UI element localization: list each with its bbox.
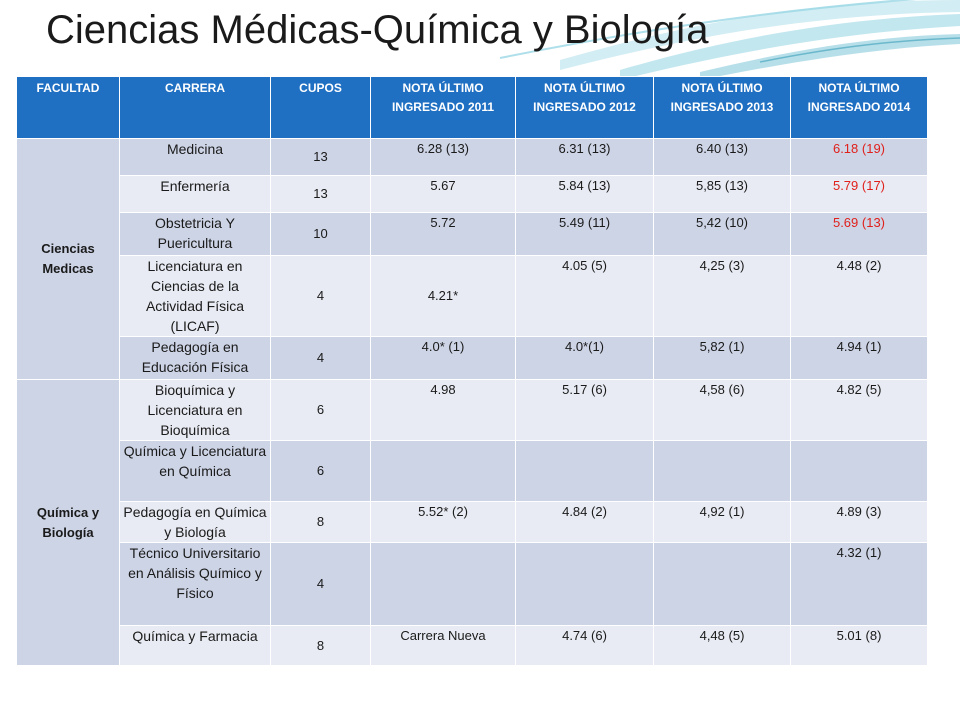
nota-2014-cell: 4.89 (3) xyxy=(790,501,928,543)
nota-2014-cell: 4.32 (1) xyxy=(790,542,928,626)
nota-2014-cell: 5.79 (17) xyxy=(790,175,928,213)
nota-2011-cell: 4.98 xyxy=(370,379,516,441)
header-nota-2012: NOTA ÚLTIMO INGRESADO 2012 xyxy=(515,76,654,139)
nota-2011-cell: 5.67 xyxy=(370,175,516,213)
nota-2013-cell: 4,25 (3) xyxy=(653,255,791,337)
table-row: Licenciatura en Ciencias de la Actividad… xyxy=(17,255,928,337)
nota-2014-cell: 5.01 (8) xyxy=(790,625,928,666)
nota-2011-cell: 5.52* (2) xyxy=(370,501,516,543)
cupos-cell: 4 xyxy=(270,255,371,337)
carrera-cell: Bioquímica y Licenciatura en Bioquímica xyxy=(119,379,271,441)
nota-2013-cell: 5,82 (1) xyxy=(653,336,791,380)
nota-2012-cell xyxy=(515,542,654,626)
carrera-cell: Obstetricia Y Puericultura xyxy=(119,212,271,256)
nota-2014-cell: 4.48 (2) xyxy=(790,255,928,337)
cupos-cell: 6 xyxy=(270,379,371,441)
nota-2014-cell: 4.82 (5) xyxy=(790,379,928,441)
table-row: Química y Farmacia 8 Carrera Nueva 4.74 … xyxy=(17,625,928,666)
nota-2013-cell: 6.40 (13) xyxy=(653,138,791,176)
nota-2014-cell: 6.18 (19) xyxy=(790,138,928,176)
cupos-cell: 6 xyxy=(270,440,371,502)
nota-2013-cell: 5,42 (10) xyxy=(653,212,791,256)
nota-2011-cell: 5.72 xyxy=(370,212,516,256)
carrera-cell: Pedagogía en Educación Física xyxy=(119,336,271,380)
nota-2013-cell: 5,85 (13) xyxy=(653,175,791,213)
header-nota-2013: NOTA ÚLTIMO INGRESADO 2013 xyxy=(653,76,791,139)
nota-2013-cell xyxy=(653,542,791,626)
cupos-cell: 8 xyxy=(270,625,371,666)
header-cupos: CUPOS xyxy=(270,76,371,139)
cupos-cell: 4 xyxy=(270,336,371,380)
nota-2012-cell xyxy=(515,440,654,502)
cupos-cell: 10 xyxy=(270,212,371,256)
table-row: Enfermería 13 5.67 5.84 (13) 5,85 (13) 5… xyxy=(17,175,928,213)
nota-2012-cell: 5.17 (6) xyxy=(515,379,654,441)
faculty-cell: Ciencias Medicas xyxy=(16,138,120,380)
header-nota-2011: NOTA ÚLTIMO INGRESADO 2011 xyxy=(370,76,516,139)
nota-2011-cell: 6.28 (13) xyxy=(370,138,516,176)
carrera-cell: Medicina xyxy=(119,138,271,176)
table-row: Pedagogía en Química y Biología 8 5.52* … xyxy=(17,501,928,543)
nota-2011-cell xyxy=(370,542,516,626)
nota-2014-cell: 5.69 (13) xyxy=(790,212,928,256)
nota-2013-cell: 4,48 (5) xyxy=(653,625,791,666)
cupos-cell: 13 xyxy=(270,138,371,176)
nota-2013-cell xyxy=(653,440,791,502)
nota-2011-cell: 4.21* xyxy=(370,255,516,337)
nota-2012-cell: 4.74 (6) xyxy=(515,625,654,666)
nota-2011-cell: 4.0* (1) xyxy=(370,336,516,380)
nota-2012-cell: 5.84 (13) xyxy=(515,175,654,213)
nota-2013-cell: 4,58 (6) xyxy=(653,379,791,441)
faculty-cell: Química y Biología xyxy=(16,379,120,666)
admission-table: FACULTAD CARRERA CUPOS NOTA ÚLTIMO INGRE… xyxy=(16,76,928,666)
cupos-cell: 13 xyxy=(270,175,371,213)
table-row: Química y Licenciatura en Química 6 xyxy=(17,440,928,502)
header-carrera: CARRERA xyxy=(119,76,271,139)
carrera-cell: Enfermería xyxy=(119,175,271,213)
header-nota-2014: NOTA ÚLTIMO INGRESADO 2014 xyxy=(790,76,928,139)
header-facultad: FACULTAD xyxy=(16,76,120,139)
nota-2011-cell xyxy=(370,440,516,502)
nota-2012-cell: 4.84 (2) xyxy=(515,501,654,543)
carrera-cell: Pedagogía en Química y Biología xyxy=(119,501,271,543)
nota-2013-cell: 4,92 (1) xyxy=(653,501,791,543)
table-row: Técnico Universitario en Análisis Químic… xyxy=(17,542,928,626)
nota-2014-cell xyxy=(790,440,928,502)
page-title: Ciencias Médicas-Química y Biología xyxy=(46,8,709,52)
table-row: Obstetricia Y Puericultura 10 5.72 5.49 … xyxy=(17,212,928,256)
nota-2014-cell: 4.94 (1) xyxy=(790,336,928,380)
nota-2012-cell: 6.31 (13) xyxy=(515,138,654,176)
cupos-cell: 4 xyxy=(270,542,371,626)
nota-2012-cell: 4.0*(1) xyxy=(515,336,654,380)
table-row: Pedagogía en Educación Física 4 4.0* (1)… xyxy=(17,336,928,380)
carrera-cell: Química y Farmacia xyxy=(119,625,271,666)
carrera-cell: Licenciatura en Ciencias de la Actividad… xyxy=(119,255,271,337)
carrera-cell: Técnico Universitario en Análisis Químic… xyxy=(119,542,271,626)
cupos-cell: 8 xyxy=(270,501,371,543)
nota-2012-cell: 4.05 (5) xyxy=(515,255,654,337)
nota-2012-cell: 5.49 (11) xyxy=(515,212,654,256)
table-row: Química y Biología Bioquímica y Licencia… xyxy=(16,379,928,666)
table-row: Ciencias Medicas Medicina 13 6.28 (13) 6… xyxy=(16,138,928,380)
carrera-cell: Química y Licenciatura en Química xyxy=(119,440,271,502)
table-header-row: FACULTAD CARRERA CUPOS NOTA ÚLTIMO INGRE… xyxy=(16,76,928,139)
nota-2011-cell: Carrera Nueva xyxy=(370,625,516,666)
